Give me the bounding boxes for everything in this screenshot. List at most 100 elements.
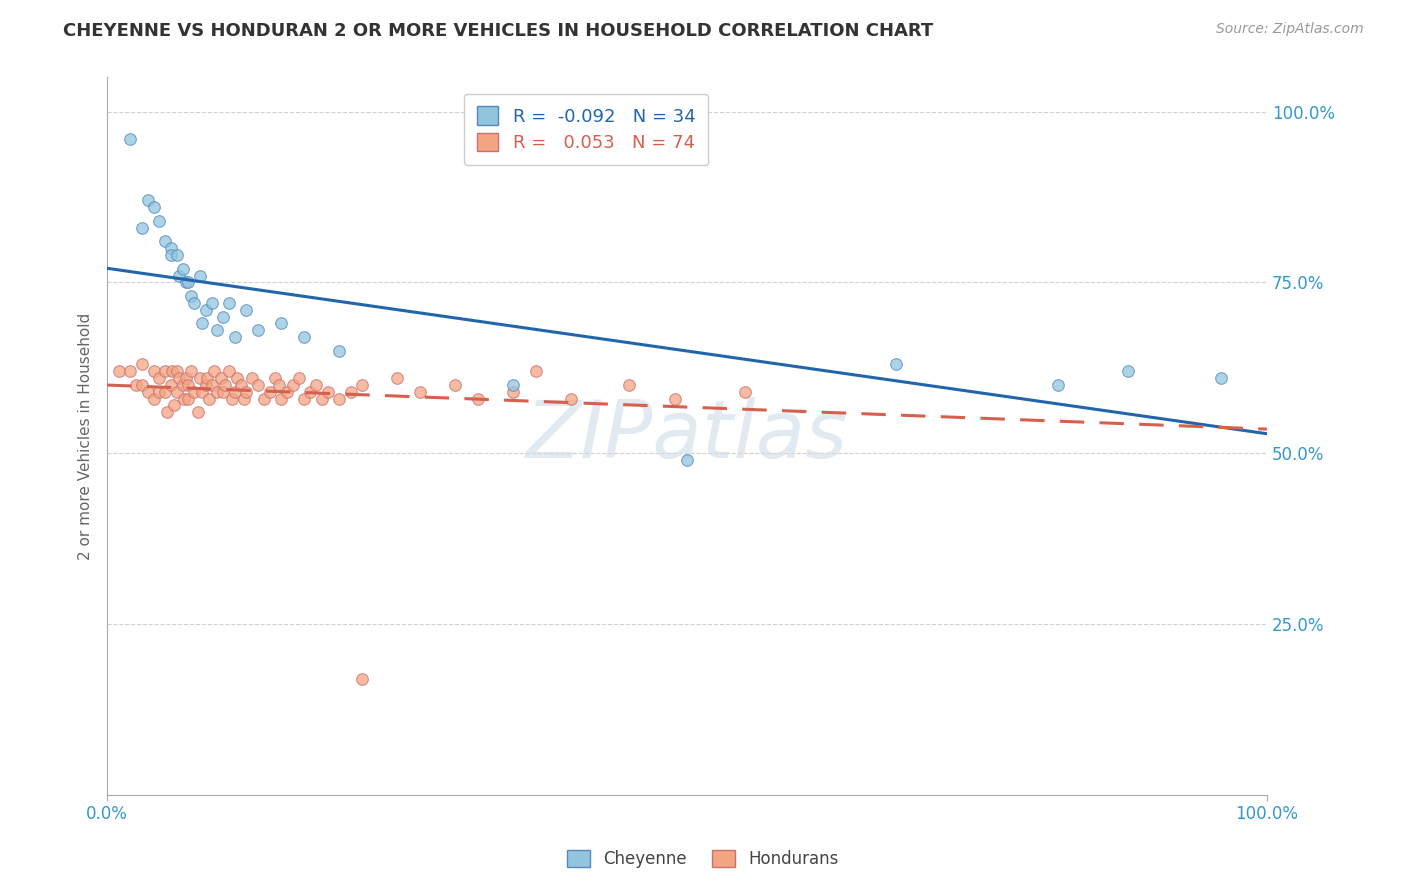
Point: [267, 378, 290, 392]
Point: [188, 371, 211, 385]
Point: [224, 330, 246, 344]
Text: ZIPatlas: ZIPatlas: [526, 397, 848, 475]
Point: [218, 364, 240, 378]
Legend: Cheyenne, Hondurans: Cheyenne, Hondurans: [560, 843, 846, 875]
Point: [409, 384, 432, 399]
Point: [240, 371, 263, 385]
Point: [148, 214, 170, 228]
Point: [467, 392, 489, 406]
Point: [311, 392, 333, 406]
Point: [209, 371, 232, 385]
Point: [270, 317, 292, 331]
Point: [328, 392, 350, 406]
Point: [235, 302, 257, 317]
Point: [153, 235, 176, 249]
Point: [131, 220, 153, 235]
Point: [212, 384, 235, 399]
Point: [131, 378, 153, 392]
Point: [187, 405, 209, 419]
Point: [299, 384, 322, 399]
Point: [200, 296, 222, 310]
Point: [259, 384, 281, 399]
Point: [339, 384, 361, 399]
Point: [664, 392, 686, 406]
Point: [617, 378, 640, 392]
Point: [287, 371, 309, 385]
Point: [524, 364, 547, 378]
Point: [229, 378, 252, 392]
Point: [125, 378, 148, 392]
Point: [207, 384, 229, 399]
Point: [281, 378, 304, 392]
Point: [198, 392, 221, 406]
Point: [160, 378, 183, 392]
Point: [173, 392, 195, 406]
Point: [160, 364, 183, 378]
Point: [385, 371, 408, 385]
Point: [224, 384, 246, 399]
Point: [1047, 378, 1070, 392]
Point: [292, 330, 315, 344]
Point: [167, 371, 190, 385]
Point: [172, 261, 194, 276]
Point: [264, 371, 287, 385]
Point: [160, 241, 183, 255]
Point: [246, 378, 269, 392]
Point: [276, 384, 298, 399]
Point: [444, 378, 467, 392]
Point: [180, 289, 202, 303]
Point: [131, 358, 153, 372]
Point: [235, 384, 257, 399]
Point: [233, 392, 256, 406]
Point: [226, 371, 249, 385]
Point: [107, 364, 129, 378]
Point: [352, 672, 374, 686]
Point: [502, 384, 524, 399]
Point: [136, 384, 159, 399]
Point: [202, 364, 225, 378]
Point: [142, 364, 165, 378]
Point: [166, 364, 188, 378]
Legend: R =  -0.092   N = 34, R =   0.053   N = 74: R = -0.092 N = 34, R = 0.053 N = 74: [464, 94, 709, 165]
Point: [253, 392, 276, 406]
Point: [183, 384, 205, 399]
Point: [218, 296, 240, 310]
Point: [194, 302, 217, 317]
Point: [214, 378, 236, 392]
Point: [191, 317, 214, 331]
Point: [734, 384, 756, 399]
Point: [174, 276, 197, 290]
Point: [142, 392, 165, 406]
Point: [305, 378, 328, 392]
Point: [120, 132, 142, 146]
Point: [188, 268, 211, 283]
Text: CHEYENNE VS HONDURAN 2 OR MORE VEHICLES IN HOUSEHOLD CORRELATION CHART: CHEYENNE VS HONDURAN 2 OR MORE VEHICLES …: [63, 22, 934, 40]
Point: [352, 378, 374, 392]
Point: [166, 248, 188, 262]
Point: [221, 392, 243, 406]
Point: [174, 371, 197, 385]
Point: [328, 343, 350, 358]
Point: [191, 384, 214, 399]
Point: [207, 323, 229, 337]
Point: [246, 323, 269, 337]
Point: [177, 378, 200, 392]
Point: [194, 378, 217, 392]
Point: [120, 364, 142, 378]
Point: [166, 384, 188, 399]
Point: [1116, 364, 1139, 378]
Point: [167, 268, 190, 283]
Point: [200, 378, 222, 392]
Point: [316, 384, 339, 399]
Point: [172, 378, 194, 392]
Point: [148, 384, 170, 399]
Point: [163, 399, 186, 413]
Point: [148, 371, 170, 385]
Point: [676, 453, 699, 467]
Point: [502, 378, 524, 392]
Point: [177, 276, 200, 290]
Point: [292, 392, 315, 406]
Point: [153, 384, 176, 399]
Point: [136, 194, 159, 208]
Point: [142, 200, 165, 214]
